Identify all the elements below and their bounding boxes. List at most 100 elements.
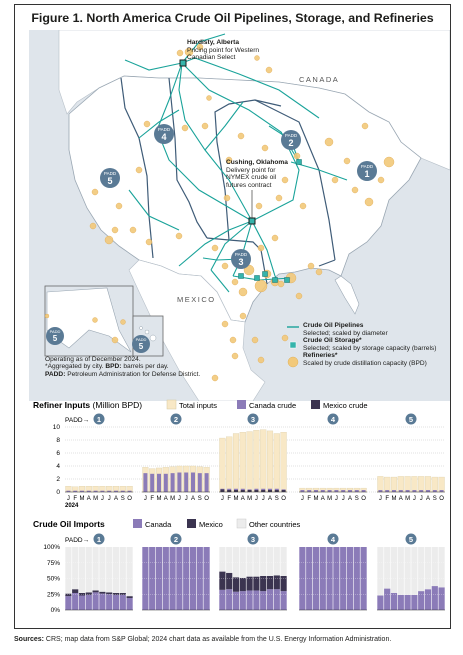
- refinery-marker: [251, 336, 259, 344]
- imports-bar-mexico: [119, 592, 126, 595]
- refinery-marker: [175, 232, 183, 240]
- padd-marker-1: PADD 1: [357, 161, 377, 181]
- inputs-bar-canada: [300, 490, 305, 492]
- inputs-bar-canada: [327, 490, 332, 492]
- imports-bar-other: [239, 547, 246, 578]
- inputs-bar-mexico: [281, 490, 286, 492]
- imports-bar-mexico: [226, 572, 233, 590]
- inputs-bar-total: [404, 476, 411, 493]
- imports-bar-canada: [112, 594, 120, 610]
- imports-bar-canada: [196, 547, 203, 610]
- refinery-marker: [201, 122, 209, 130]
- imports-bar-canada: [142, 547, 149, 610]
- imports-padd-number: 2: [174, 535, 178, 544]
- imports-bar-canada: [431, 586, 438, 610]
- inputs-month-label: M: [392, 496, 397, 502]
- inputs-legend-label: Mexico crude: [323, 401, 368, 410]
- imports-bar-other: [126, 547, 133, 597]
- inputs-bar-canada: [177, 472, 182, 492]
- imports-bar-mexico: [232, 577, 240, 592]
- map-svg: PADD 1 PADD 2 PADD 3 PADD 4 PADD 5: [29, 30, 450, 401]
- inputs-bar-canada: [93, 490, 98, 492]
- refinery-marker: [237, 132, 245, 140]
- pipeline-segment: [138, 109, 180, 139]
- inputs-bar-total: [390, 476, 398, 493]
- figure-frame: Figure 1. North America Crude Oil Pipeli…: [14, 4, 451, 629]
- imports-bar-canada: [299, 547, 306, 610]
- cushing-label: Cushing, Oklahoma Delivery point for NYM…: [226, 159, 288, 189]
- inputs-bar-mexico: [261, 490, 266, 492]
- legend-storage: Crude Oil Storage*: [303, 337, 362, 345]
- inputs-bar-canada: [163, 473, 168, 492]
- refinery-marker: [115, 202, 123, 210]
- storage-marker: [296, 159, 302, 165]
- inputs-month-label: J: [335, 496, 338, 502]
- hardisty-label: Hardisty, Alberta Pricing point for West…: [187, 39, 260, 62]
- inputs-month-label: F: [227, 496, 231, 502]
- svg-text:5: 5: [139, 342, 144, 351]
- pipeline-segment: [128, 189, 180, 231]
- inputs-bar-total: [246, 431, 253, 493]
- inputs-bar-total: [232, 433, 240, 493]
- inputs-month-label: J: [108, 496, 111, 502]
- inputs-bar-total: [239, 432, 246, 493]
- mexico-label: MEXICO: [177, 295, 216, 304]
- hawaii-island: [144, 329, 150, 335]
- inputs-bar-total: [226, 436, 233, 493]
- refinery-marker: [89, 222, 97, 230]
- inputs-bar-canada: [341, 490, 346, 492]
- imports-bar-canada: [106, 594, 113, 610]
- imports-bar-other: [65, 547, 72, 594]
- refinery-marker: [104, 235, 114, 245]
- imports-bar-canada: [99, 593, 106, 610]
- inputs-month-label: J: [262, 496, 265, 502]
- inputs-month-label: F: [73, 496, 77, 502]
- storage-marker: [284, 277, 290, 283]
- refinery-marker: [265, 66, 273, 74]
- inputs-padd-number: 4: [331, 415, 336, 424]
- inputs-month-label: M: [170, 496, 175, 502]
- inputs-bar-canada: [361, 490, 366, 492]
- refinery-marker: [221, 320, 229, 328]
- refinery-marker: [239, 312, 247, 320]
- imports-bar-other: [424, 547, 432, 590]
- imports-bar-canada: [273, 589, 280, 610]
- inputs-bar-canada: [120, 490, 125, 492]
- imports-bar-mexico: [126, 596, 133, 599]
- imports-bar-mexico: [99, 591, 106, 594]
- imports-bar-mexico: [280, 575, 287, 592]
- inputs-month-label: A: [399, 496, 403, 502]
- imports-bar-mexico: [273, 575, 280, 590]
- refinery-marker: [295, 292, 303, 300]
- figure-title: Figure 1. North America Crude Oil Pipeli…: [31, 11, 434, 25]
- inputs-padd-number: 2: [174, 415, 178, 424]
- imports-bar-canada: [119, 594, 126, 610]
- imports-bar-other: [72, 547, 79, 590]
- imports-bar-mexico: [85, 592, 92, 595]
- inputs-month-label: O: [281, 496, 286, 502]
- inputs-bar-canada: [204, 473, 209, 492]
- svg-text:PADD: PADD: [104, 171, 117, 176]
- imports-bar-other: [232, 547, 240, 578]
- imports-legend-label: Canada: [145, 520, 172, 529]
- imports-bar-mexico: [92, 590, 99, 593]
- inputs-bar-canada: [127, 490, 132, 492]
- charts-area: Refiner Inputs (Million BPD) Total inputs…: [29, 397, 450, 627]
- inputs-month-label: A: [87, 496, 91, 502]
- imports-bar-other: [119, 547, 126, 593]
- imports-bar-canada: [226, 589, 233, 610]
- inputs-month-label: J: [185, 496, 188, 502]
- pipeline-segment: [210, 220, 253, 271]
- inputs-bar-canada: [100, 490, 105, 492]
- inputs-bar-total: [384, 476, 391, 493]
- svg-text:PADD: PADD: [285, 133, 298, 138]
- inputs-month-label: S: [121, 496, 125, 502]
- refinery-marker: [261, 144, 269, 152]
- inputs-bar-total: [377, 476, 384, 493]
- inputs-bar-canada: [157, 473, 161, 492]
- refinery-marker: [254, 55, 260, 61]
- svg-text:5: 5: [53, 334, 58, 343]
- inputs-bar-canada: [405, 490, 410, 492]
- imports-legend-label: Other countries: [249, 520, 301, 529]
- inputs-bar-total: [418, 476, 425, 493]
